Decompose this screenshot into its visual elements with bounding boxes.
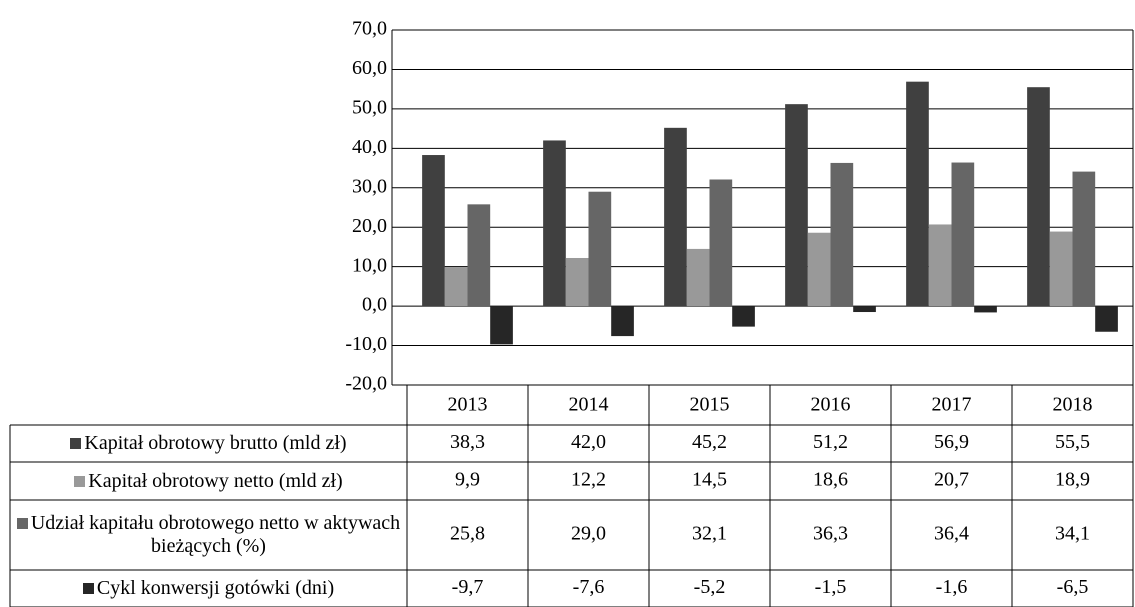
value-label: 25,8	[450, 523, 485, 545]
bar	[928, 224, 952, 307]
legend-key	[82, 583, 94, 594]
bar	[830, 162, 854, 307]
y-tick-label: -10,0	[345, 333, 387, 355]
bar	[686, 248, 710, 307]
value-label: 42,0	[571, 431, 606, 453]
value-label: 36,3	[813, 523, 848, 545]
bar	[444, 267, 468, 307]
value-label: -9,7	[452, 576, 484, 598]
value-label: 29,0	[571, 523, 606, 545]
bar	[853, 306, 876, 313]
bar	[807, 232, 831, 307]
value-label: 32,1	[692, 523, 727, 545]
legend-key	[16, 518, 28, 529]
legend-text: Udział kapitału obrotowego netto w aktyw…	[30, 512, 401, 557]
bar	[490, 306, 513, 345]
legend-text: Kapitał obrotowy brutto (mld zł)	[84, 432, 347, 454]
legend-key	[74, 475, 86, 487]
bar	[785, 104, 808, 307]
value-label: 51,2	[813, 431, 848, 453]
legend-wrap: Kapitał obrotowy brutto (mld zł)	[70, 432, 347, 455]
bar	[951, 162, 975, 307]
bar	[588, 191, 612, 307]
y-tick-label: 20,0	[352, 215, 387, 237]
value-label: 56,9	[934, 431, 969, 453]
legend-wrap: Kapitał obrotowy netto (mld zł)	[74, 469, 343, 493]
value-label: 45,2	[692, 431, 727, 453]
row-label: Kapitał obrotowy brutto (mld zł)	[12, 425, 405, 462]
x-tick-label: 2015	[690, 394, 730, 416]
x-tick-label: 2017	[932, 394, 972, 416]
value-label: 12,2	[571, 469, 606, 491]
x-tick-label: 2013	[448, 394, 488, 416]
y-tick-label: -20,0	[345, 373, 387, 395]
legend-key	[70, 438, 82, 449]
value-label: 34,1	[1055, 523, 1090, 545]
y-tick-label: 30,0	[352, 175, 387, 197]
bar	[565, 257, 589, 307]
value-label: 9,9	[455, 469, 480, 491]
bar	[732, 306, 755, 327]
value-label: -1,6	[936, 576, 968, 598]
value-label: -1,5	[815, 576, 847, 598]
y-tick-label: 0,0	[362, 294, 387, 316]
bar	[1095, 306, 1118, 332]
value-label: -5,2	[694, 576, 726, 598]
bar	[467, 204, 491, 307]
y-tick-label: 60,0	[352, 57, 387, 79]
y-tick-label: 50,0	[352, 96, 387, 118]
legend-entry: Kapitał obrotowy netto (mld zł)	[12, 462, 405, 500]
y-tick-label: 70,0	[352, 18, 387, 40]
value-label: 14,5	[692, 469, 727, 491]
value-label: 18,6	[813, 469, 848, 491]
bar	[709, 179, 733, 307]
value-label: 36,4	[934, 523, 969, 545]
bar	[422, 155, 445, 307]
value-label: -7,6	[573, 576, 605, 598]
value-label: 18,9	[1055, 469, 1090, 491]
value-label: -6,5	[1057, 576, 1089, 598]
legend-entry: Cykl konwersji gotówki (dni)	[12, 570, 405, 607]
x-tick-label: 2014	[569, 394, 609, 416]
bar	[974, 306, 997, 313]
bar	[1072, 171, 1096, 307]
value-label: 38,3	[450, 431, 485, 453]
bar	[1027, 87, 1050, 307]
legend-wrap: Cykl konwersji gotówki (dni)	[82, 577, 335, 600]
row-label: Cykl konwersji gotówki (dni)	[12, 570, 405, 607]
legend-entry: Kapitał obrotowy brutto (mld zł)	[12, 425, 405, 462]
x-tick-label: 2016	[811, 394, 851, 416]
y-tick-label: 40,0	[352, 136, 387, 158]
y-tick-label: 10,0	[352, 254, 387, 276]
legend-entry: Udział kapitału obrotowego netto w aktyw…	[12, 500, 405, 570]
bar	[611, 306, 634, 337]
value-label: 55,5	[1055, 431, 1090, 453]
legend-text: Kapitał obrotowy netto (mld zł)	[88, 469, 343, 492]
legend-wrap: Udział kapitału obrotowego netto w aktyw…	[12, 512, 405, 558]
bar	[664, 127, 687, 307]
legend-text: Cykl konwersji gotówki (dni)	[96, 577, 335, 599]
bar	[906, 81, 929, 307]
row-label: Kapitał obrotowy netto (mld zł)	[12, 462, 405, 500]
row-label: Udział kapitału obrotowego netto w aktyw…	[12, 500, 405, 570]
x-tick-label: 2018	[1053, 394, 1093, 416]
bar	[1049, 231, 1073, 307]
bar	[543, 140, 566, 307]
value-label: 20,7	[934, 469, 969, 491]
